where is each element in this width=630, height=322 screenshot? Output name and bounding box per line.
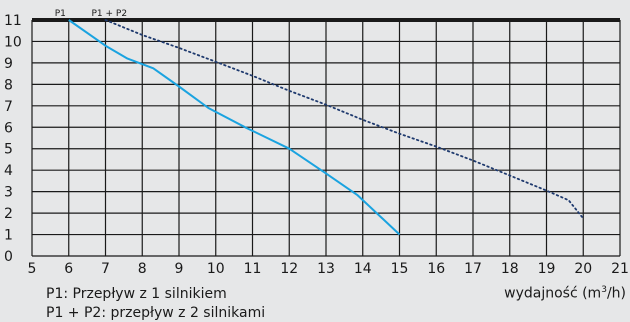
y-tick-label-8: 8 bbox=[4, 77, 13, 93]
chart-tick-labels: 5 6 7 8 9 10 11 12 13 14 15 16 17 18 19 20 2101234567891… bbox=[4, 13, 629, 277]
y-tick-label-5: 5 bbox=[4, 142, 13, 158]
y-tick-label-10: 10 bbox=[4, 34, 22, 50]
x-axis-label: wydajność (m3/h) bbox=[504, 285, 626, 302]
x-tick-label-21: 21 bbox=[611, 261, 629, 277]
series-line-0 bbox=[68, 19, 401, 236]
y-tick-label-6: 6 bbox=[4, 120, 13, 136]
x-tick-label-11: 11 bbox=[244, 261, 262, 277]
chart-grid bbox=[31, 18, 621, 257]
x-tick-label-9: 9 bbox=[175, 261, 184, 277]
x-tick-label-5: 5 bbox=[28, 261, 37, 277]
y-tick-label-0: 0 bbox=[4, 249, 13, 265]
y-tick-label-3: 3 bbox=[4, 185, 13, 201]
x-tick-label-13: 13 bbox=[317, 261, 335, 277]
x-tick-label-6: 6 bbox=[64, 261, 73, 277]
x-tick-label-10: 10 bbox=[207, 261, 225, 277]
x-tick-label-14: 14 bbox=[354, 261, 372, 277]
curve-labels: P1 P1 + P2 bbox=[55, 9, 127, 19]
y-tick-label-7: 7 bbox=[4, 99, 13, 115]
y-tick-label-4: 4 bbox=[4, 163, 13, 179]
y-tick-label-11: 11 bbox=[4, 13, 22, 29]
y-tick-label-2: 2 bbox=[4, 206, 13, 222]
x-tick-label-8: 8 bbox=[138, 261, 147, 277]
curve-label-0: P1 bbox=[55, 9, 66, 19]
x-tick-label-7: 7 bbox=[101, 261, 110, 277]
x-tick-label-17: 17 bbox=[464, 261, 482, 277]
legend-p1-text: P1: Przepływ z 1 silnikiem bbox=[46, 286, 227, 302]
series-line-1 bbox=[104, 19, 585, 220]
x-tick-label-20: 20 bbox=[574, 261, 592, 277]
legend-p2-text: P1 + P2: przepływ z 2 silnikami bbox=[46, 305, 266, 321]
x-axis-label-end: /h) bbox=[606, 285, 626, 302]
y-tick-label-9: 9 bbox=[4, 56, 13, 72]
curve-label-1: P1 + P2 bbox=[92, 9, 128, 19]
x-tick-label-19: 19 bbox=[538, 261, 556, 277]
x-tick-label-12: 12 bbox=[280, 261, 298, 277]
x-tick-label-15: 15 bbox=[391, 261, 409, 277]
x-tick-label-16: 16 bbox=[427, 261, 445, 277]
y-tick-label-1: 1 bbox=[4, 228, 13, 244]
x-axis-label-sup: 3 bbox=[601, 285, 607, 295]
chart-series bbox=[68, 19, 585, 236]
x-tick-label-18: 18 bbox=[501, 261, 519, 277]
x-axis-label-main: wydajność (m bbox=[504, 285, 602, 302]
